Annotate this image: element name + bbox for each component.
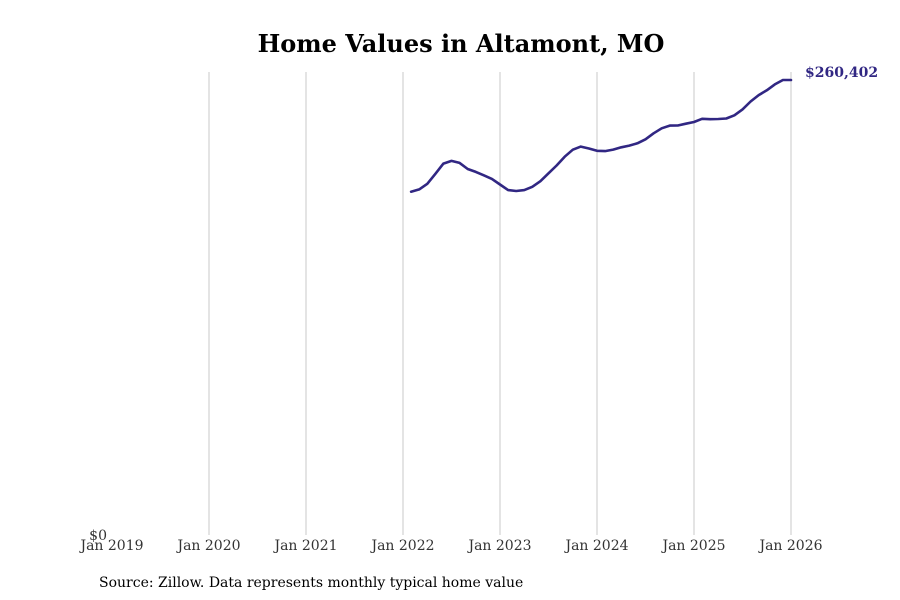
y-tick-label-zero: $0 [89, 528, 107, 544]
x-tick-label: Jan 2021 [272, 538, 337, 554]
series-line-home-value [409, 78, 793, 193]
x-tick-label: Jan 2023 [466, 538, 531, 554]
chart-title: Home Values in Altamont, MO [258, 29, 665, 58]
x-tick-label: Jan 2020 [175, 538, 240, 554]
x-tick-label: Jan 2019 [78, 538, 143, 554]
source-note: Source: Zillow. Data represents monthly … [99, 575, 523, 591]
end-value-label: $260,402 [805, 65, 878, 81]
x-axis-ticks: Jan 2019 Jan 2020 Jan 2021 Jan 2022 Jan 2023… [78, 538, 822, 554]
x-tick-label: Jan 2025 [660, 538, 725, 554]
x-tick-label: Jan 2026 [757, 538, 822, 554]
grid-lines [208, 72, 792, 535]
x-tick-label: Jan 2024 [563, 538, 628, 554]
x-tick-label: Jan 2022 [369, 538, 434, 554]
